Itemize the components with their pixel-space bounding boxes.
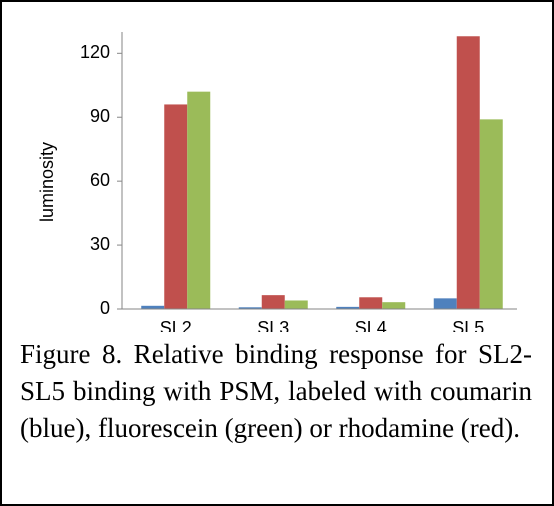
bar — [359, 297, 383, 309]
bar — [164, 104, 188, 309]
bar — [284, 300, 308, 309]
y-tick-label: 120 — [80, 42, 110, 62]
x-tick-label: SL5 — [452, 318, 484, 332]
caption: Figure 8. Relative binding response for … — [20, 339, 532, 443]
y-tick-label: 90 — [90, 106, 110, 126]
x-tick-label: SL4 — [355, 318, 387, 332]
bar — [187, 91, 211, 310]
bar — [141, 305, 165, 309]
chart: luminosity 0 30 60 90 120 SL2 SL3 SL4 SL5 — [37, 32, 517, 332]
y-tick-label: 0 — [100, 298, 110, 318]
x-tick-label: SL3 — [257, 318, 289, 332]
bar — [456, 36, 480, 310]
bar — [238, 307, 262, 309]
bar — [261, 295, 285, 309]
bar — [382, 302, 406, 309]
bar — [433, 298, 457, 309]
x-tick-label: SL2 — [160, 318, 192, 332]
y-axis-label: luminosity — [37, 142, 57, 222]
y-tick-label: 30 — [90, 234, 110, 254]
bar — [336, 306, 360, 309]
y-tick-label: 60 — [90, 170, 110, 190]
bar — [479, 119, 503, 309]
